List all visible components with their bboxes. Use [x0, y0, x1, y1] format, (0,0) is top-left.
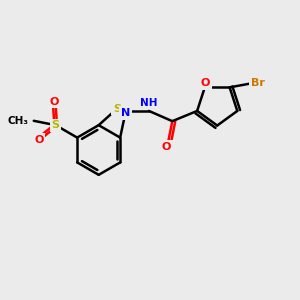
Text: S: S [52, 120, 60, 130]
Text: O: O [50, 97, 59, 107]
Text: O: O [162, 142, 171, 152]
Text: O: O [201, 78, 210, 88]
Text: S: S [113, 103, 121, 114]
Text: NH: NH [140, 98, 158, 108]
Text: CH₃: CH₃ [8, 116, 29, 126]
Text: Br: Br [251, 78, 265, 88]
Text: O: O [34, 135, 44, 145]
Text: N: N [121, 108, 130, 118]
